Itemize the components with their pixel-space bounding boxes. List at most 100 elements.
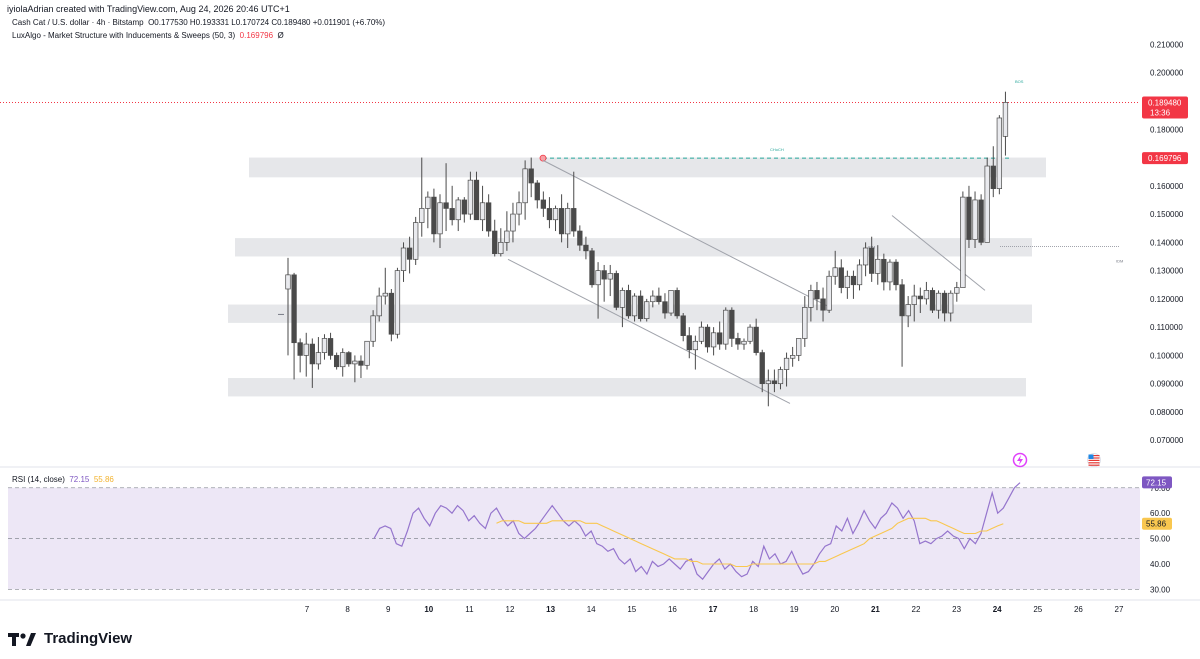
candle xyxy=(710,327,717,356)
candle xyxy=(929,287,936,314)
candle xyxy=(844,270,851,299)
candle xyxy=(698,321,705,345)
candle xyxy=(510,202,516,243)
candle-body xyxy=(887,261,893,283)
candle xyxy=(862,242,869,277)
flash-icon xyxy=(1012,452,1028,468)
candle-body xyxy=(589,250,595,286)
candle-body xyxy=(948,292,954,314)
time-tick-label: 11 xyxy=(465,605,474,614)
tradingview-logo-icon xyxy=(8,632,36,646)
symbol-name: Cash Cat / U.S. dollar · 4h · Bitstamp xyxy=(12,18,144,27)
candle-body xyxy=(425,196,431,209)
candle-body xyxy=(443,202,449,209)
candle xyxy=(850,270,857,299)
candle xyxy=(723,307,729,350)
candle-body xyxy=(899,284,905,317)
rsi-value: 72.15 xyxy=(69,475,90,484)
candle-body xyxy=(291,274,297,344)
candle xyxy=(820,287,826,322)
attribution-text: iyiolaAdrian created with TradingView.co… xyxy=(7,4,290,14)
candle xyxy=(966,185,972,248)
candle xyxy=(674,287,680,319)
candle-body xyxy=(692,340,699,351)
candle-body xyxy=(315,352,322,365)
candle xyxy=(571,171,577,237)
candle xyxy=(717,321,723,350)
candle-body xyxy=(498,241,504,255)
indicator-legend[interactable]: LuxAlgo - Market Structure with Induceme… xyxy=(12,31,284,40)
candle-body xyxy=(540,199,547,209)
candle xyxy=(479,185,486,232)
candle-body xyxy=(577,230,583,246)
candle-body xyxy=(735,338,741,345)
symbol-legend[interactable]: Cash Cat / U.S. dollar · 4h · Bitstamp O… xyxy=(12,18,385,27)
candle xyxy=(619,287,626,328)
candle-body xyxy=(850,275,857,286)
rsi-ma-tag-label: 55.86 xyxy=(1146,520,1167,529)
trendlines: CHoCHIDMIDMBOS xyxy=(0,79,1140,404)
time-tick-label: 19 xyxy=(790,605,799,614)
bos-label: BOS xyxy=(1015,79,1024,84)
candle-body xyxy=(492,230,498,255)
candle-body xyxy=(333,355,340,368)
candle-body xyxy=(340,352,346,368)
candle-body xyxy=(637,295,644,320)
candle-body xyxy=(747,326,753,342)
candle xyxy=(899,279,905,367)
indicator-price-tag xyxy=(1142,152,1188,165)
candle xyxy=(607,264,613,297)
candle xyxy=(449,185,455,226)
time-axis[interactable]: 7 8 9 10 11 12 13 14 15 16 17 18 19 20 21 22 23 24 25 26 27 xyxy=(305,605,1124,614)
candle-body xyxy=(759,352,765,385)
candle-body xyxy=(285,274,291,290)
price-tick-label: 0.070000 xyxy=(1150,436,1184,445)
candle xyxy=(577,225,583,251)
candle-body xyxy=(656,295,662,303)
price-tick-label: 0.180000 xyxy=(1150,125,1184,134)
indicator-value: 0.169796 xyxy=(239,31,274,40)
candle-body xyxy=(917,295,923,300)
candle xyxy=(406,236,413,274)
rsi-ma-line xyxy=(496,517,1004,568)
candle-body xyxy=(941,292,948,314)
candle-body xyxy=(984,165,990,243)
candle xyxy=(340,348,346,377)
rsi-legend[interactable]: RSI (14, close) 72.15 55.86 xyxy=(12,475,114,484)
candle xyxy=(382,267,388,305)
last-price-tag-label: 0.189480 xyxy=(1148,98,1182,107)
candle-body xyxy=(485,202,492,232)
us-flag-stripe xyxy=(1088,459,1100,461)
candle xyxy=(309,338,315,388)
countdown-label: 13:36 xyxy=(1150,108,1171,117)
high-value: H0.193331 xyxy=(189,18,230,27)
candle xyxy=(881,253,887,291)
price-tick-label: 0.120000 xyxy=(1150,295,1184,304)
candle xyxy=(303,332,309,377)
price-tick-label: 0.110000 xyxy=(1150,323,1183,332)
time-tick-label: 23 xyxy=(952,605,961,614)
candle-body xyxy=(467,179,474,215)
price-tick-label: 0.090000 xyxy=(1150,380,1184,389)
tradingview-logo[interactable]: TradingView xyxy=(8,630,132,647)
candle-body xyxy=(297,342,303,356)
candle xyxy=(558,194,565,243)
rsi-tick-label: 40.00 xyxy=(1150,560,1171,569)
time-tick-label: 13 xyxy=(546,605,555,614)
candle xyxy=(935,290,942,319)
candle xyxy=(802,296,808,347)
candle xyxy=(680,313,686,342)
candle-body xyxy=(382,292,388,297)
candle xyxy=(425,191,431,229)
rsi-value-tag xyxy=(1142,476,1172,489)
candle xyxy=(376,287,382,322)
price-tick-label: 0.080000 xyxy=(1150,408,1184,417)
candle xyxy=(941,290,948,322)
candle-body xyxy=(710,332,717,348)
candle-body xyxy=(601,270,607,280)
candle-body xyxy=(461,199,467,215)
candle xyxy=(838,259,844,294)
